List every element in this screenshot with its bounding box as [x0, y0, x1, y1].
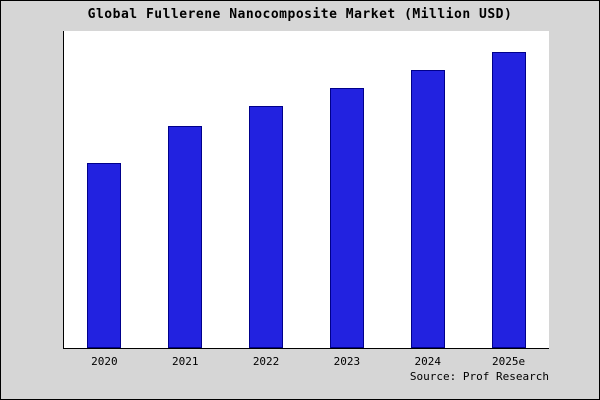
chart-title: Global Fullerene Nanocomposite Market (M… — [87, 7, 513, 22]
bar-2024 — [410, 70, 445, 348]
x-tick-label-2020: 2020 — [91, 355, 118, 368]
bars: 2020 2021 2022 2023 2024 2025e — [64, 31, 549, 368]
x-tick-label-2024: 2024 — [414, 355, 441, 368]
bar-2023 — [329, 88, 364, 348]
bar-2025e — [491, 52, 526, 348]
plot-area: 2020 2021 2022 2023 2024 2025e — [63, 31, 549, 368]
x-tick-label-2023: 2023 — [333, 355, 361, 368]
x-tick-label-2025e: 2025e — [491, 355, 526, 368]
bar-slot-2022: 2022 — [227, 31, 305, 368]
bar-2022 — [249, 106, 284, 348]
x-tick-label-2021: 2021 — [171, 355, 199, 368]
x-tick-label-2022: 2022 — [252, 355, 280, 368]
bar-2020 — [87, 163, 122, 348]
source-label: Source: Prof Research — [409, 370, 549, 383]
bar-slot-2023: 2023 — [308, 31, 386, 368]
bar-slot-2025e: 2025e — [470, 31, 548, 368]
bar-slot-2020: 2020 — [66, 31, 144, 368]
bar-slot-2021: 2021 — [146, 31, 224, 368]
bar-2021 — [168, 126, 203, 348]
bar-slot-2024: 2024 — [389, 31, 467, 368]
